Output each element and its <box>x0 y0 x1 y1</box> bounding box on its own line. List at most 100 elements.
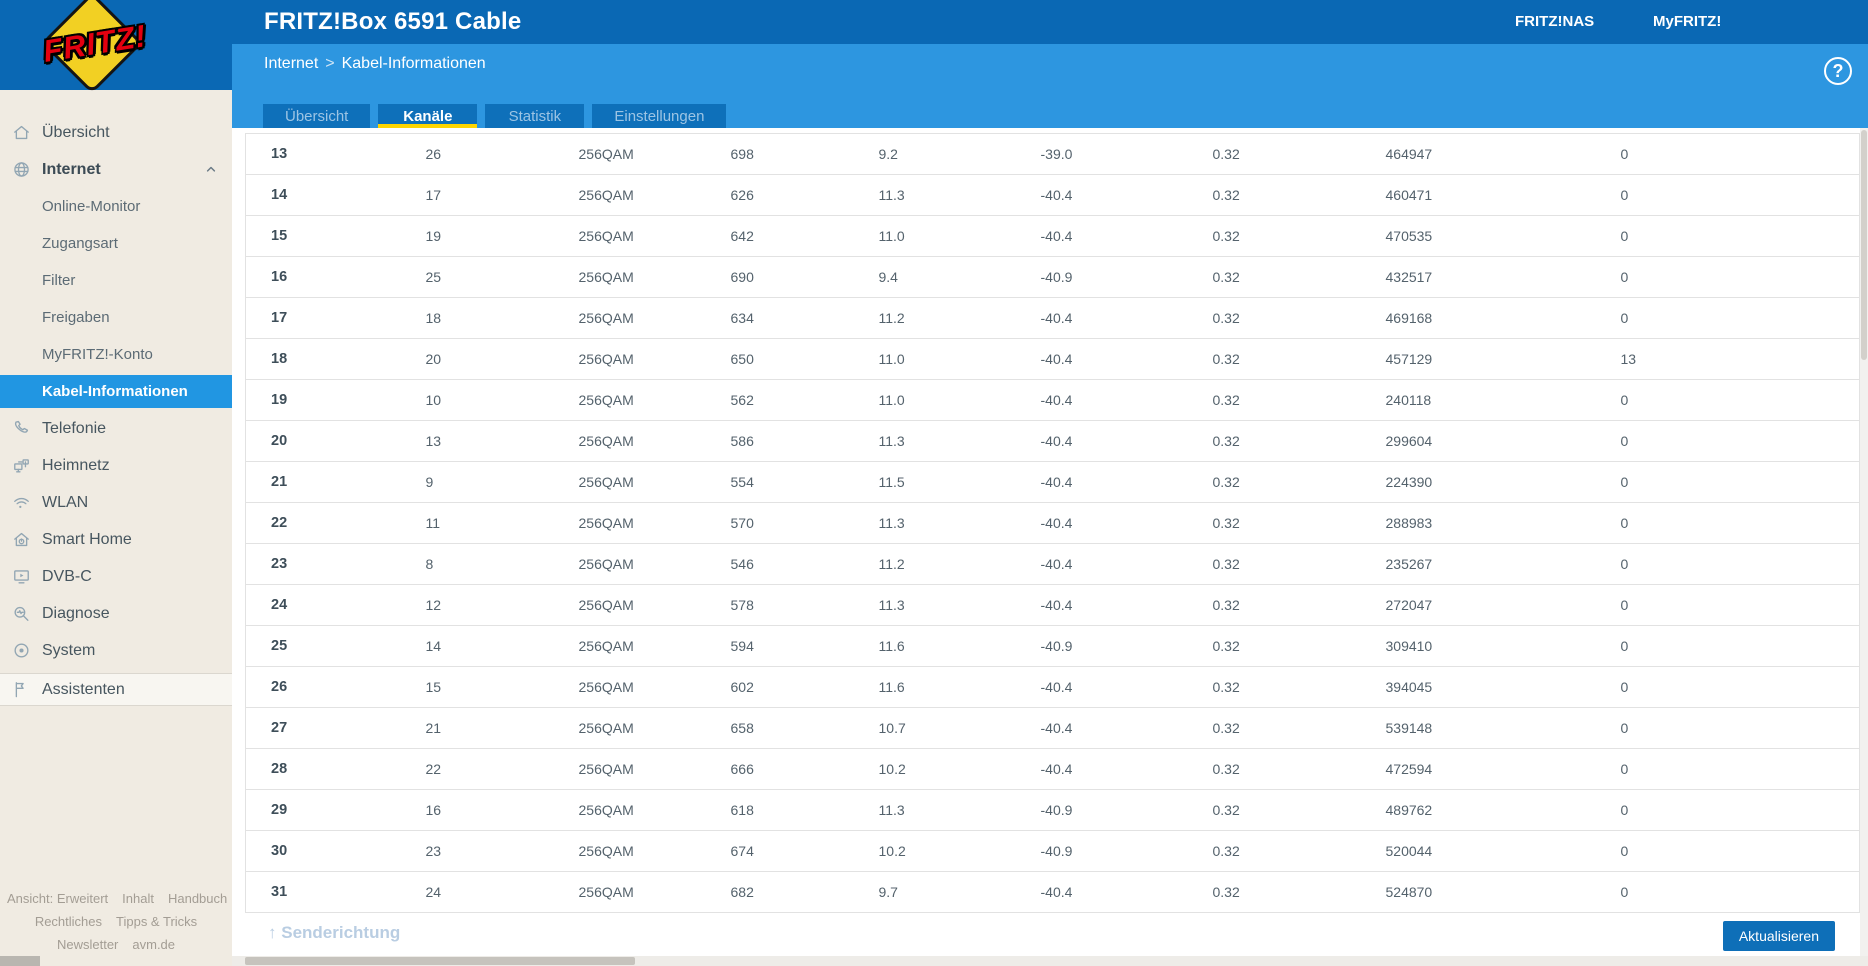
chevron-up-icon[interactable] <box>202 160 220 183</box>
vertical-scrollbar[interactable] <box>1860 128 1868 956</box>
cell: 0.32 <box>1207 707 1381 749</box>
cell: 11.6 <box>873 625 1036 667</box>
row-index-cell: 27 <box>245 707 421 749</box>
cell: 666 <box>725 748 874 790</box>
row-index-cell: 31 <box>245 871 421 913</box>
sidebar-item-system[interactable]: System <box>0 632 232 669</box>
table-row: 20 13 256QAM 586 11.3 -40.4 0.32 299604 0 <box>245 420 1860 462</box>
row-index-cell: 17 <box>245 297 421 339</box>
footer-links-row: Newsletter avm.de <box>0 933 232 956</box>
footer-link-rechtliches[interactable]: Rechtliches <box>34 914 103 929</box>
sidebar-item-online-monitor[interactable]: Online-Monitor <box>42 198 141 215</box>
sidebar-item-internet[interactable]: Internet <box>0 151 232 188</box>
cell: 554 <box>725 461 874 503</box>
cell: -39.0 <box>1035 133 1208 175</box>
cell: 9.4 <box>873 256 1036 298</box>
cell: 256QAM <box>573 379 726 421</box>
vertical-scrollbar-thumb[interactable] <box>1861 130 1867 360</box>
sidebar-item-kabel-informationen[interactable]: Kabel-Informationen <box>0 375 232 408</box>
cell: 11.3 <box>873 584 1036 626</box>
tv-icon <box>12 567 31 586</box>
table-row: 29 16 256QAM 618 11.3 -40.9 0.32 489762 0 <box>245 789 1860 831</box>
tab-bar: Übersicht Kanäle Statistik Einstellungen <box>263 104 734 128</box>
channels-table: 13 26 256QAM 698 9.2 -39.0 0.32 464947 0 14 17 256Q… <box>245 133 1860 913</box>
cell: 299604 <box>1380 420 1616 462</box>
horizontal-scrollbar[interactable] <box>232 956 1868 966</box>
refresh-button[interactable]: Aktualisieren <box>1722 921 1835 951</box>
sidebar-item-diagnose[interactable]: Diagnose <box>0 595 232 632</box>
cell: 11.2 <box>873 543 1036 585</box>
horizontal-scrollbar-thumb[interactable] <box>245 957 635 965</box>
footer-link-ansicht-erweitert[interactable]: Ansicht: Erweitert <box>7 891 109 906</box>
sidebar-item-dvb-c[interactable]: DVB-C <box>0 558 232 595</box>
sidebar-item-myfritz-konto[interactable]: MyFRITZ!-Konto <box>42 346 153 363</box>
sidebar-item-freigaben[interactable]: Freigaben <box>42 309 110 326</box>
breadcrumb-section[interactable]: Internet <box>264 55 319 72</box>
sidebar-item-heimnetz[interactable]: Heimnetz <box>0 447 232 484</box>
cell: 17 <box>420 174 574 216</box>
tab-übersicht[interactable]: Übersicht <box>263 104 371 128</box>
senderichtung-section-label: ↑ Senderichtung <box>268 923 401 942</box>
sidebar-item-telefonie[interactable]: Telefonie <box>0 410 232 447</box>
cell: 0.32 <box>1207 789 1381 831</box>
cell: 0.32 <box>1207 830 1381 872</box>
cell: -40.4 <box>1035 297 1208 339</box>
table-row: 19 10 256QAM 562 11.0 -40.4 0.32 240118 0 <box>245 379 1860 421</box>
myfritz-link[interactable]: MyFRITZ! <box>1653 13 1722 30</box>
cell: 0 <box>1615 748 1860 790</box>
sidebar-item-zugangsart[interactable]: Zugangsart <box>42 235 118 252</box>
row-index-cell: 26 <box>245 666 421 708</box>
table-row: 27 21 256QAM 658 10.7 -40.4 0.32 539148 0 <box>245 707 1860 749</box>
cell: 11.3 <box>873 420 1036 462</box>
cell: 489762 <box>1380 789 1616 831</box>
cell: 674 <box>725 830 874 872</box>
cell: 11.5 <box>873 461 1036 503</box>
row-index-cell: 15 <box>245 215 421 257</box>
footer-link-newsletter[interactable]: Newsletter <box>56 937 119 952</box>
sidebar-item-smart-home[interactable]: Smart Home <box>0 521 232 558</box>
cell: 539148 <box>1380 707 1616 749</box>
footer-link-tipps-tricks[interactable]: Tipps & Tricks <box>116 914 198 929</box>
cell: 272047 <box>1380 584 1616 626</box>
cell: 0.32 <box>1207 748 1381 790</box>
smarthome-icon <box>12 530 31 549</box>
footer-link-avm-de[interactable]: avm.de <box>132 937 176 952</box>
footer-link-inhalt[interactable]: Inhalt <box>122 891 154 906</box>
cell: 457129 <box>1380 338 1616 380</box>
help-icon[interactable]: ? <box>1824 57 1852 85</box>
cell: 520044 <box>1380 830 1616 872</box>
sidebar-item-übersicht[interactable]: Übersicht <box>0 114 232 151</box>
assistant-icon <box>12 680 31 699</box>
tab-kanäle[interactable]: Kanäle <box>378 104 478 128</box>
sidebar-item-assistenten[interactable]: Assistenten <box>0 673 232 706</box>
fritznas-link[interactable]: FRITZ!NAS <box>1515 13 1595 30</box>
row-index-cell: 28 <box>245 748 421 790</box>
cell: 256QAM <box>573 174 726 216</box>
cell: -40.4 <box>1035 215 1208 257</box>
footer-link-handbuch[interactable]: Handbuch <box>167 891 228 906</box>
cell: -40.4 <box>1035 666 1208 708</box>
tab-label: Kanäle <box>403 107 453 125</box>
cell: 309410 <box>1380 625 1616 667</box>
cell: 469168 <box>1380 297 1616 339</box>
logo-block[interactable]: FRITZ! <box>0 0 232 94</box>
table-row: 25 14 256QAM 594 11.6 -40.9 0.32 309410 0 <box>245 625 1860 667</box>
tab-statistik[interactable]: Statistik <box>485 104 585 128</box>
cell: 11.0 <box>873 379 1036 421</box>
cell: 0.32 <box>1207 338 1381 380</box>
breadcrumb-separator: > <box>325 55 335 72</box>
cell: 0 <box>1615 379 1860 421</box>
cell: 256QAM <box>573 133 726 175</box>
tab-einstellungen[interactable]: Einstellungen <box>592 104 727 128</box>
sidebar-item-label: Übersicht <box>42 123 110 141</box>
sidebar-item-wlan[interactable]: WLAN <box>0 484 232 521</box>
cell: 256QAM <box>573 830 726 872</box>
cell: 0.32 <box>1207 584 1381 626</box>
cell: 23 <box>420 830 574 872</box>
cell: 13 <box>1615 338 1860 380</box>
sidebar-item-label: Telefonie <box>42 419 107 437</box>
network-icon <box>12 456 31 475</box>
sidebar-item-label: Internet <box>42 160 101 178</box>
sidebar-item-filter[interactable]: Filter <box>42 272 76 289</box>
cell: 0 <box>1615 502 1860 544</box>
